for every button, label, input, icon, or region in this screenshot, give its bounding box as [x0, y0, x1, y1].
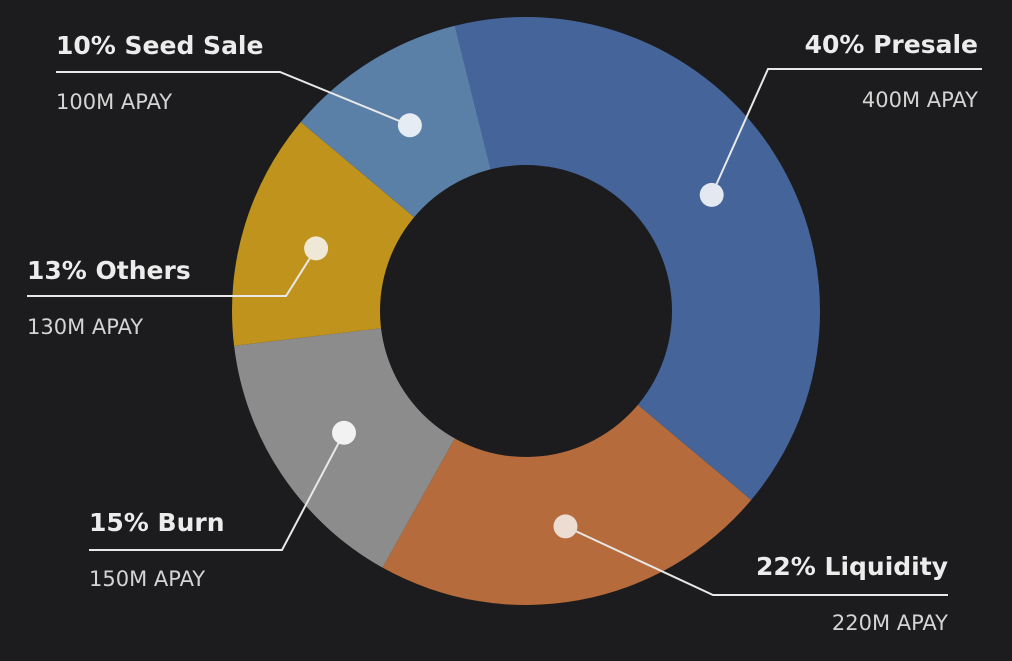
- label-title-others: 13% Others: [27, 256, 191, 285]
- label-title-liquidity: 22% Liquidity: [756, 552, 948, 581]
- leader-line-others: [27, 247, 317, 297]
- leader-line-presale: [710, 68, 982, 196]
- leader-line-liquidity: [565, 525, 948, 596]
- slice-markers: [304, 113, 724, 539]
- marker-dot-burn: [332, 420, 356, 445]
- label-amount-presale: 400M APAY: [862, 88, 978, 112]
- label-amount-others: 130M APAY: [27, 315, 143, 339]
- leader-line-seed-sale: [56, 71, 411, 127]
- slice-labels: 40% Presale 400M APAY 22% Liquidity 220M…: [27, 30, 978, 635]
- marker-dot-others: [304, 236, 329, 261]
- label-amount-seed-sale: 100M APAY: [56, 90, 172, 114]
- donut-hole: [380, 165, 672, 457]
- leader-line-burn: [89, 432, 345, 551]
- label-title-burn: 15% Burn: [89, 508, 225, 537]
- marker-dot-liquidity: [553, 514, 578, 539]
- marker-dot-seed-sale: [397, 113, 422, 138]
- slice-liquidity: [382, 311, 752, 606]
- callout-leaders: [27, 68, 982, 596]
- label-amount-liquidity: 220M APAY: [832, 611, 948, 635]
- label-title-presale: 40% Presale: [805, 30, 978, 59]
- label-amount-burn: 150M APAY: [89, 567, 205, 591]
- marker-dot-presale: [699, 182, 724, 207]
- label-title-seed-sale: 10% Seed Sale: [56, 31, 263, 60]
